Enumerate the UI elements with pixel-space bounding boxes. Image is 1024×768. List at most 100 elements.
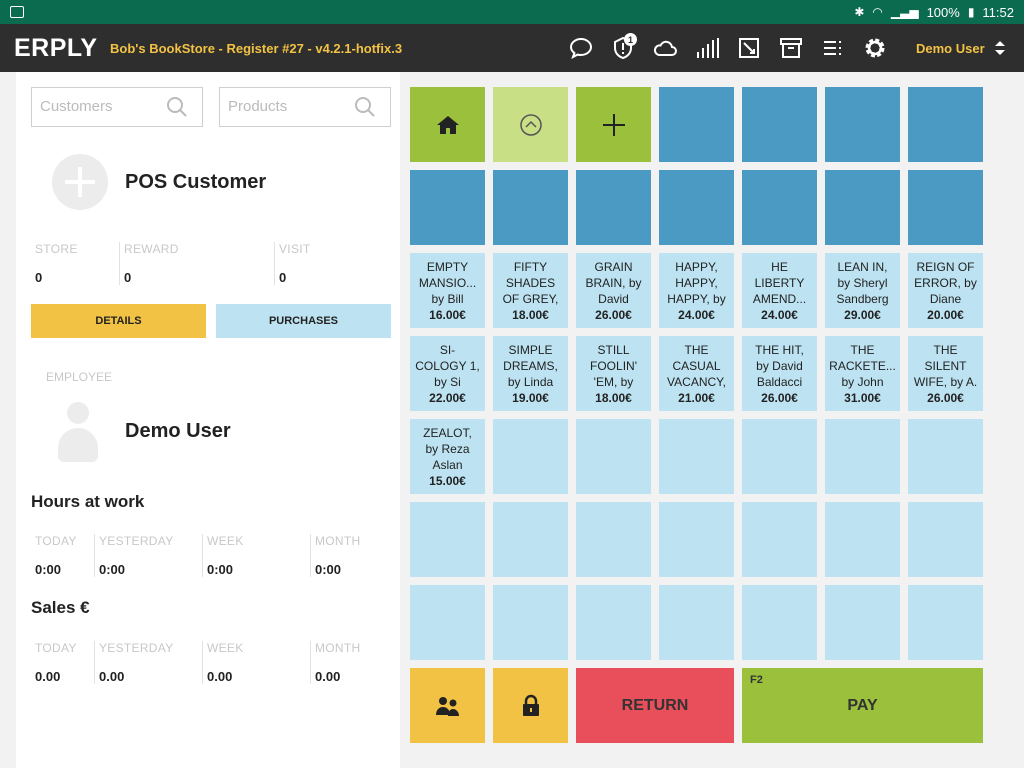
product-price: 18.00€ bbox=[512, 308, 549, 322]
empty-tile bbox=[659, 502, 734, 577]
product-title-line: Baldacci bbox=[756, 375, 803, 389]
store-register-title: Bob's BookStore - Register #27 - v4.2.1-… bbox=[110, 40, 403, 56]
avatar-head bbox=[67, 402, 89, 424]
empty-tile bbox=[659, 585, 734, 660]
details-button[interactable]: DETAILS bbox=[31, 304, 206, 338]
product-tile[interactable]: STILL FOOLIN' 'EM, by 18.00€ bbox=[576, 336, 651, 411]
product-title-line: THE bbox=[933, 343, 958, 357]
stat-value: 0:00 bbox=[99, 562, 126, 577]
alerts-button[interactable]: 1 bbox=[602, 24, 644, 72]
home-button[interactable] bbox=[410, 87, 485, 162]
users-icon bbox=[435, 696, 459, 716]
add-customer-button[interactable] bbox=[52, 154, 108, 210]
battery-percent: 100% bbox=[926, 4, 960, 20]
list-icon bbox=[824, 41, 841, 55]
product-title-line: by Sheryl bbox=[837, 276, 888, 290]
cash-drawer-button[interactable] bbox=[728, 24, 770, 72]
product-title-line: 'EM, by bbox=[593, 375, 634, 389]
product-title-line: by Reza bbox=[425, 442, 470, 456]
category-tile[interactable] bbox=[742, 170, 817, 245]
status-indicators: ✱ ◠ ▁▃▅ 100% ▮ 11:52 bbox=[854, 5, 1014, 20]
employee-name: Demo User bbox=[125, 420, 231, 442]
product-title-line: ZEALOT, bbox=[423, 426, 472, 440]
signal-icon: ▁▃▅ bbox=[890, 5, 919, 19]
product-tile[interactable]: LEAN IN, by Sheryl Sandberg 29.00€ bbox=[825, 253, 900, 328]
product-title-line: LIBERTY bbox=[754, 276, 805, 290]
stat-value: 0 bbox=[279, 270, 287, 285]
product-tile[interactable]: SIMPLE DREAMS, by Linda 19.00€ bbox=[493, 336, 568, 411]
sort-arrows-icon bbox=[994, 41, 1005, 55]
settings-button[interactable] bbox=[854, 24, 896, 72]
gallery-icon bbox=[10, 6, 24, 18]
lock-button[interactable] bbox=[493, 668, 568, 743]
stat-label: MONTH bbox=[315, 534, 361, 548]
category-tile[interactable] bbox=[410, 170, 485, 245]
lock-icon bbox=[522, 694, 539, 716]
category-tile[interactable] bbox=[742, 87, 817, 162]
product-title-line: by John bbox=[841, 375, 884, 389]
hours-week: WEEK 0:00 bbox=[202, 534, 310, 577]
chat-button[interactable] bbox=[560, 24, 602, 72]
stat-value: 0:00 bbox=[207, 562, 234, 577]
connection-status-button[interactable] bbox=[686, 24, 728, 72]
category-tile[interactable] bbox=[493, 170, 568, 245]
stat-reward: REWARD 0 bbox=[119, 242, 274, 285]
product-tile[interactable]: EMPTY MANSIO... by Bill 16.00€ bbox=[410, 253, 485, 328]
search-icon bbox=[167, 97, 187, 117]
list-menu-button[interactable] bbox=[812, 24, 854, 72]
customers-button[interactable] bbox=[410, 668, 485, 743]
category-tile[interactable] bbox=[825, 170, 900, 245]
customer-search-input[interactable]: Customers bbox=[31, 87, 203, 127]
product-tile[interactable]: HAPPY, HAPPY, HAPPY, by 24.00€ bbox=[659, 253, 734, 328]
product-title-line: FOOLIN' bbox=[590, 359, 637, 373]
product-title-line: VACANCY, bbox=[667, 375, 726, 389]
product-title-line: Diane bbox=[929, 292, 962, 306]
pay-label: PAY bbox=[847, 696, 878, 714]
category-tile[interactable] bbox=[825, 87, 900, 162]
product-tile[interactable]: THE SILENT WIFE, by A. 26.00€ bbox=[908, 336, 983, 411]
product-tile[interactable]: REIGN OF ERROR, by Diane 20.00€ bbox=[908, 253, 983, 328]
category-tile[interactable] bbox=[908, 170, 983, 245]
product-title-line: EMPTY bbox=[426, 260, 469, 274]
product-search-input[interactable]: Products bbox=[219, 87, 391, 127]
product-tile[interactable]: THE HIT, by David Baldacci 26.00€ bbox=[742, 336, 817, 411]
add-product-button[interactable] bbox=[576, 87, 651, 162]
product-tile[interactable]: GRAIN BRAIN, by David 26.00€ bbox=[576, 253, 651, 328]
return-button[interactable]: RETURN bbox=[576, 668, 734, 743]
product-title-line: THE HIT, bbox=[755, 343, 804, 357]
alert-icon bbox=[614, 36, 632, 60]
product-tile[interactable]: SI- COLOGY 1, by Si 22.00€ bbox=[410, 336, 485, 411]
product-tile[interactable]: HE LIBERTY AMEND... 24.00€ bbox=[742, 253, 817, 328]
product-tile[interactable]: THE RACKETE... by John 31.00€ bbox=[825, 336, 900, 411]
product-tile[interactable]: THE CASUAL VACANCY, 21.00€ bbox=[659, 336, 734, 411]
product-tile[interactable]: ZEALOT, by Reza Aslan 15.00€ bbox=[410, 419, 485, 494]
cloud-sync-button[interactable] bbox=[644, 24, 686, 72]
category-tile[interactable] bbox=[576, 170, 651, 245]
purchases-button[interactable]: PURCHASES bbox=[216, 304, 391, 338]
user-menu[interactable]: Demo User bbox=[916, 24, 1005, 72]
pay-button[interactable]: F2 PAY bbox=[742, 668, 983, 743]
category-tile[interactable] bbox=[659, 87, 734, 162]
category-tile[interactable] bbox=[908, 87, 983, 162]
product-title-line: ERROR, by bbox=[914, 276, 977, 290]
empty-tile bbox=[825, 419, 900, 494]
product-price: 26.00€ bbox=[927, 391, 964, 405]
stat-value: 0 bbox=[124, 270, 132, 285]
product-price: 26.00€ bbox=[595, 308, 632, 322]
customer-panel: Customers Products POS Customer STORE 0 … bbox=[16, 72, 400, 768]
battery-icon: ▮ bbox=[967, 5, 975, 19]
archive-button[interactable] bbox=[770, 24, 812, 72]
product-title-line: Sandberg bbox=[836, 292, 889, 306]
product-title-line: David bbox=[598, 292, 629, 306]
product-tile[interactable]: FIFTY SHADES OF GREY, 18.00€ bbox=[493, 253, 568, 328]
pay-shortcut: F2 bbox=[750, 674, 763, 686]
android-status-bar: ✱ ◠ ▁▃▅ 100% ▮ 11:52 bbox=[0, 0, 1024, 24]
up-level-button[interactable] bbox=[493, 87, 568, 162]
product-title-line: Aslan bbox=[432, 458, 463, 472]
empty-tile bbox=[742, 585, 817, 660]
stat-value: 0.00 bbox=[207, 669, 233, 684]
product-title-line: THE bbox=[850, 343, 875, 357]
stat-value: 0.00 bbox=[99, 669, 125, 684]
category-tile[interactable] bbox=[659, 170, 734, 245]
empty-tile bbox=[742, 419, 817, 494]
